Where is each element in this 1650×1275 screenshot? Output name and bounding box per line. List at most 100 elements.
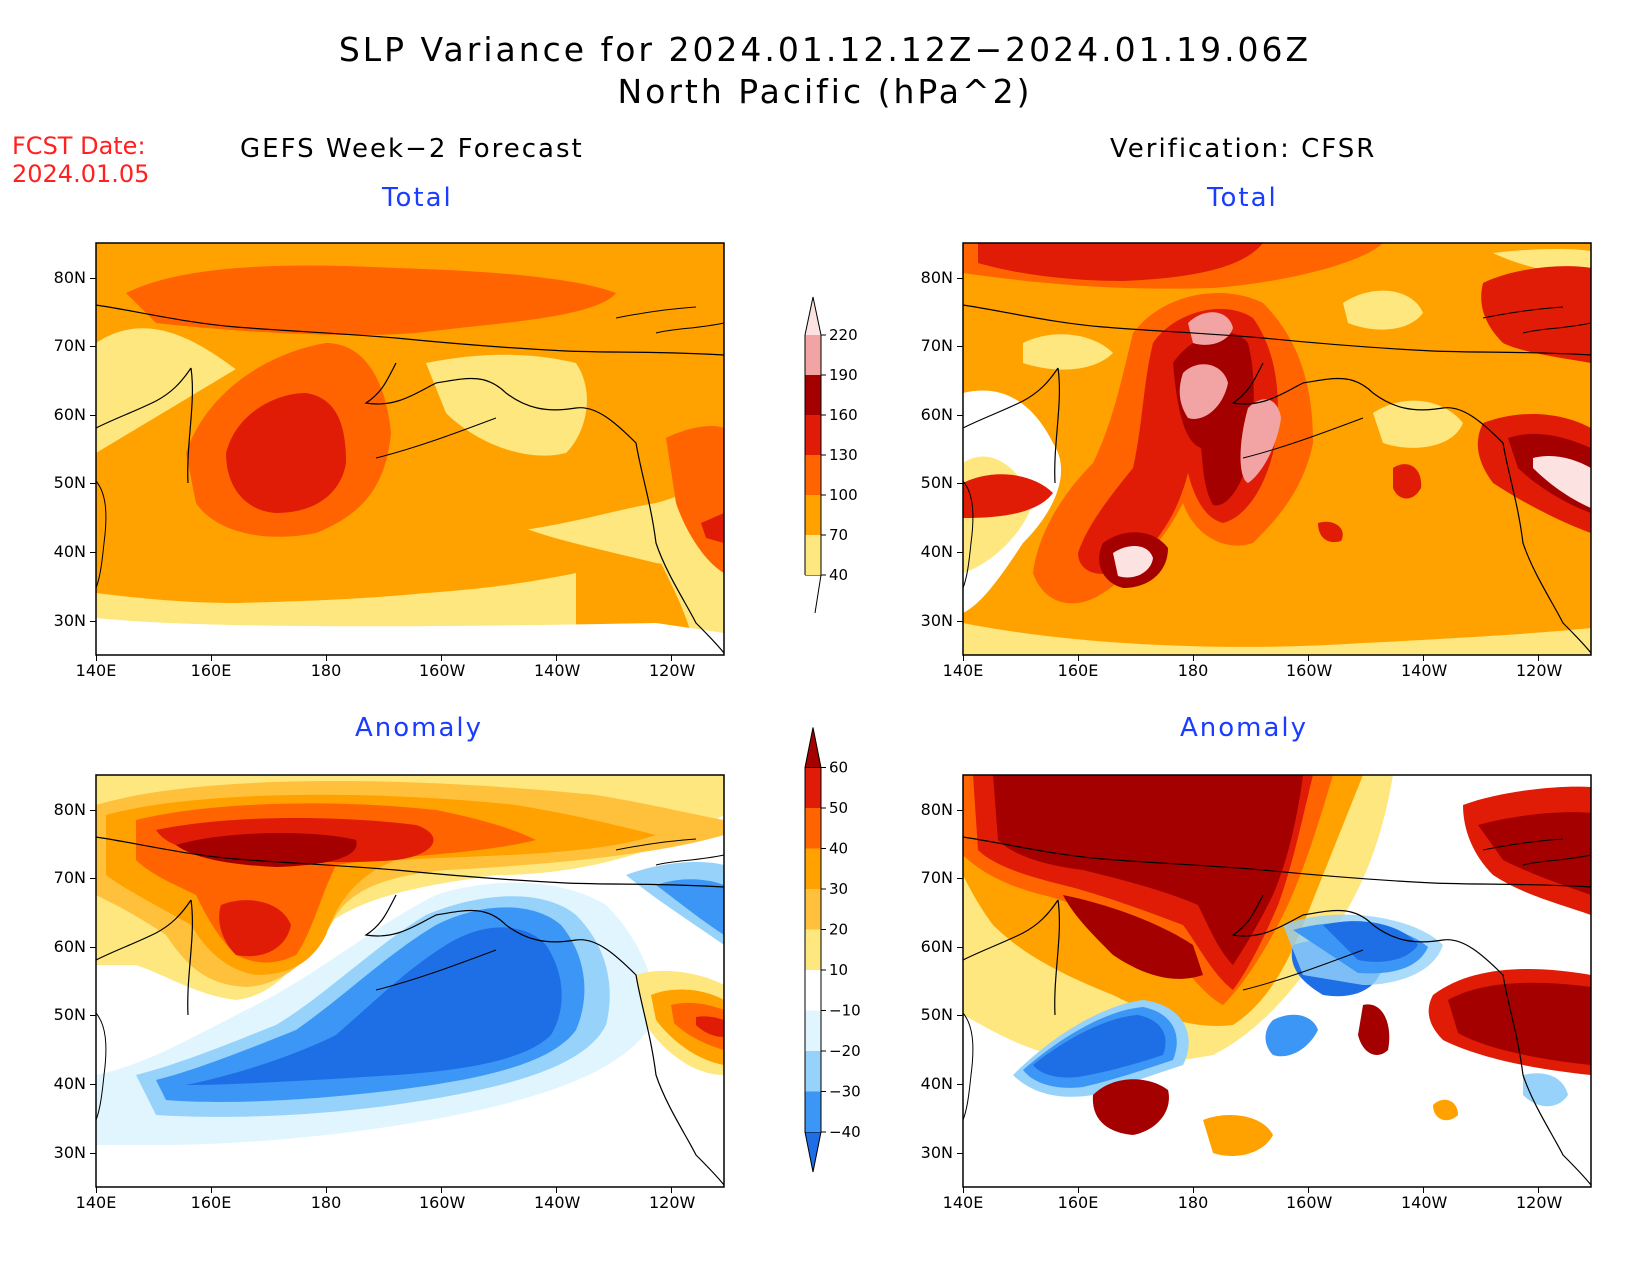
lat-tick-gefs-anomaly-1: 70N bbox=[53, 868, 86, 887]
colorbar-total-label-1: 70 bbox=[829, 526, 848, 544]
lon-tickmark-cfsr-total-5 bbox=[1538, 655, 1539, 661]
map-gefs-anomaly bbox=[95, 774, 725, 1188]
map-cfsr-total bbox=[962, 242, 1592, 656]
lat-tick-cfsr-total-0: 80N bbox=[920, 268, 953, 287]
lat-tick-cfsr-anomaly-2: 60N bbox=[920, 937, 953, 956]
lon-tickmark-cfsr-anomaly-1 bbox=[1078, 1187, 1079, 1193]
colorbar-anomaly-seg-3 bbox=[805, 1010, 821, 1051]
lon-tickmark-gefs-anomaly-4 bbox=[556, 1187, 557, 1193]
lon-tickmark-cfsr-total-0 bbox=[963, 655, 964, 661]
colorbar-anomaly-label-8: 50 bbox=[829, 799, 848, 817]
lat-tickmark-gefs-anomaly-2 bbox=[90, 947, 96, 948]
colorbar-anomaly-seg-7 bbox=[805, 848, 821, 889]
lat-tickmark-cfsr-anomaly-1 bbox=[957, 878, 963, 879]
colorbar-anomaly-seg-6 bbox=[805, 889, 821, 930]
lat-tickmark-cfsr-total-5 bbox=[957, 621, 963, 622]
lon-tickmark-gefs-total-2 bbox=[326, 655, 327, 661]
colorbar-total-seg-4 bbox=[805, 375, 821, 415]
lon-tick-gefs-anomaly-2: 180 bbox=[310, 1193, 342, 1212]
lat-tickmark-cfsr-anomaly-5 bbox=[957, 1153, 963, 1154]
lon-tick-gefs-anomaly-0: 140E bbox=[75, 1193, 117, 1212]
lat-tickmark-cfsr-total-3 bbox=[957, 483, 963, 484]
colorbar-total-lower-extend bbox=[805, 574, 822, 614]
lat-tickmark-cfsr-anomaly-3 bbox=[957, 1015, 963, 1016]
colorbar-anomaly-label-4: 10 bbox=[829, 961, 848, 979]
lon-tickmark-cfsr-anomaly-5 bbox=[1538, 1187, 1539, 1193]
lat-tick-cfsr-total-1: 70N bbox=[920, 336, 953, 355]
colorbar-anomaly-label-1: −30 bbox=[829, 1083, 861, 1101]
lat-tickmark-gefs-total-2 bbox=[90, 415, 96, 416]
colorbar-total-label-5: 190 bbox=[829, 366, 858, 384]
fcst-date-label: FCST Date: bbox=[12, 132, 146, 160]
lon-tick-cfsr-total-2: 180 bbox=[1177, 661, 1209, 680]
lon-tickmark-gefs-anomaly-0 bbox=[96, 1187, 97, 1193]
colorbar-anomaly-outline bbox=[804, 767, 822, 1132]
colorbar-total-seg-0 bbox=[805, 535, 821, 575]
lon-tick-cfsr-total-1: 160E bbox=[1057, 661, 1099, 680]
lat-tickmark-cfsr-total-1 bbox=[957, 346, 963, 347]
lon-tickmark-gefs-anomaly-5 bbox=[671, 1187, 672, 1193]
lon-tick-gefs-total-4: 140W bbox=[534, 661, 581, 680]
lon-tick-cfsr-total-3: 160W bbox=[1286, 661, 1333, 680]
colorbar-anomaly: −40 −30 −20 −10 10 20 30 40 50 60 bbox=[804, 727, 861, 1173]
lon-tick-gefs-total-5: 120W bbox=[649, 661, 696, 680]
colorbar-total-seg-5 bbox=[805, 335, 821, 375]
colorbar-total-label-6: 220 bbox=[829, 326, 858, 344]
lon-tick-gefs-anomaly-4: 140W bbox=[534, 1193, 581, 1212]
lat-tickmark-gefs-anomaly-5 bbox=[90, 1153, 96, 1154]
colorbar-anomaly-lower-extend bbox=[804, 1131, 822, 1173]
colorbar-anomaly-seg-8 bbox=[805, 808, 821, 849]
colorbar-anomaly-seg-4 bbox=[805, 970, 821, 1011]
lon-tick-gefs-anomaly-5: 120W bbox=[649, 1193, 696, 1212]
lat-tick-gefs-anomaly-2: 60N bbox=[53, 937, 86, 956]
lon-tickmark-gefs-total-0 bbox=[96, 655, 97, 661]
lat-tick-cfsr-anomaly-4: 40N bbox=[920, 1074, 953, 1093]
panel-label-cfsr-total: Total bbox=[1207, 183, 1278, 213]
colorbar-anomaly-seg-9 bbox=[805, 767, 821, 808]
lon-tickmark-gefs-anomaly-2 bbox=[326, 1187, 327, 1193]
colorbar-total-label-2: 100 bbox=[829, 486, 858, 504]
lat-tickmark-gefs-anomaly-3 bbox=[90, 1015, 96, 1016]
colorbar-total-seg-3 bbox=[805, 415, 821, 455]
lon-tick-gefs-total-2: 180 bbox=[310, 661, 342, 680]
lat-tickmark-cfsr-anomaly-4 bbox=[957, 1084, 963, 1085]
main-subtitle: North Pacific (hPa^2) bbox=[617, 72, 1033, 111]
lat-tickmark-cfsr-anomaly-2 bbox=[957, 947, 963, 948]
lon-tick-cfsr-total-4: 140W bbox=[1401, 661, 1448, 680]
colorbar-anomaly-label-9: 60 bbox=[829, 759, 848, 777]
lat-tick-cfsr-anomaly-3: 50N bbox=[920, 1005, 953, 1024]
colorbar-anomaly-label-7: 40 bbox=[829, 840, 848, 858]
lon-tickmark-gefs-anomaly-3 bbox=[441, 1187, 442, 1193]
lat-tick-cfsr-anomaly-5: 30N bbox=[920, 1143, 953, 1162]
lat-tickmark-gefs-total-4 bbox=[90, 552, 96, 553]
colorbar-total-label-4: 160 bbox=[829, 406, 858, 424]
right-column-title: Verification: CFSR bbox=[1110, 134, 1377, 164]
map-cfsr-anomaly bbox=[962, 774, 1592, 1188]
lon-tickmark-cfsr-total-3 bbox=[1308, 655, 1309, 661]
lat-tick-gefs-anomaly-4: 40N bbox=[53, 1074, 86, 1093]
lat-tickmark-cfsr-total-0 bbox=[957, 278, 963, 279]
lon-tickmark-gefs-total-1 bbox=[211, 655, 212, 661]
lon-tick-cfsr-anomaly-4: 140W bbox=[1401, 1193, 1448, 1212]
lat-tick-gefs-total-4: 40N bbox=[53, 542, 86, 561]
lat-tick-cfsr-anomaly-0: 80N bbox=[920, 800, 953, 819]
lat-tick-cfsr-total-5: 30N bbox=[920, 611, 953, 630]
lat-tick-gefs-total-5: 30N bbox=[53, 611, 86, 630]
lon-tick-cfsr-anomaly-5: 120W bbox=[1516, 1193, 1563, 1212]
lat-tick-gefs-total-2: 60N bbox=[53, 405, 86, 424]
panel-label-gefs-total: Total bbox=[382, 183, 453, 213]
lat-tick-gefs-total-0: 80N bbox=[53, 268, 86, 287]
lon-tickmark-gefs-total-3 bbox=[441, 655, 442, 661]
lat-tickmark-gefs-total-3 bbox=[90, 483, 96, 484]
lat-tickmark-cfsr-anomaly-0 bbox=[957, 810, 963, 811]
colorbar-total: 40 70 100 130 160 190 220 bbox=[804, 296, 858, 614]
colorbar-anomaly-upper-extend bbox=[804, 727, 822, 768]
lat-tickmark-gefs-total-1 bbox=[90, 346, 96, 347]
colorbar-total-label-3: 130 bbox=[829, 446, 858, 464]
lon-tick-cfsr-total-5: 120W bbox=[1516, 661, 1563, 680]
lon-tick-gefs-anomaly-3: 160W bbox=[419, 1193, 466, 1212]
colorbar-anomaly-seg-5 bbox=[805, 929, 821, 970]
colorbar-anomaly-seg-1 bbox=[805, 1091, 821, 1132]
lon-tick-cfsr-anomaly-1: 160E bbox=[1057, 1193, 1099, 1212]
lat-tickmark-gefs-anomaly-0 bbox=[90, 810, 96, 811]
